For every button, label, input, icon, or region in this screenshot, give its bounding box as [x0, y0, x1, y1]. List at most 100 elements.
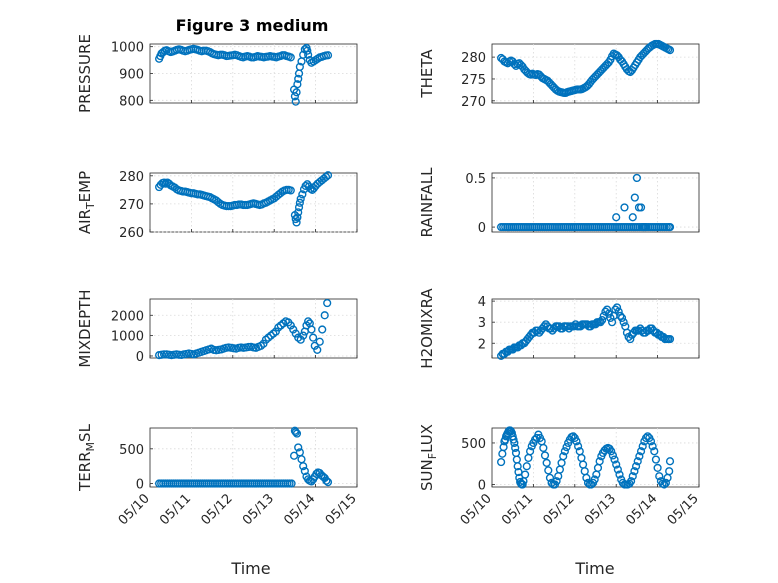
y-tick-label: 500: [461, 437, 486, 452]
x-tick-label: 05/11: [499, 491, 536, 528]
data-point: [646, 437, 656, 446]
data-point: [292, 218, 301, 227]
y-tick-label: 2: [478, 337, 486, 352]
data-point: [590, 475, 599, 484]
data-point: [294, 203, 304, 212]
x-tick-label: 05/12: [541, 491, 578, 528]
subplot-pressure: 800 900 1000 PRESSURE: [76, 34, 358, 113]
data-point: [294, 74, 303, 83]
data-point: [298, 190, 307, 199]
data-point: [614, 307, 623, 316]
data-point: [598, 315, 607, 325]
y-tick-label: 270: [461, 95, 486, 110]
data-point: [626, 334, 635, 344]
x-tick-label: 05/10: [116, 491, 153, 528]
data-point: [320, 311, 329, 320]
data-point: [321, 172, 331, 182]
data-point: [641, 222, 650, 232]
series-terr-msl: [155, 426, 333, 488]
y-tick-label: 3: [478, 316, 486, 331]
data-point: [651, 455, 661, 464]
subplot-mixdepth: 0 1000 2000 MIXDEPTH: [76, 289, 358, 368]
data-point: [296, 194, 305, 203]
data-point: [574, 442, 583, 451]
data-point: [559, 452, 568, 461]
data-point: [638, 442, 647, 451]
data-point: [628, 213, 637, 222]
data-point: [289, 325, 298, 334]
data-point: [287, 479, 296, 488]
subplot-air-temp: 260 270 280 AIRTEMP: [76, 170, 358, 241]
data-point: [648, 442, 657, 451]
data-point: [293, 213, 302, 222]
data-point: [595, 457, 604, 466]
x-tick-label: 05/15: [665, 491, 702, 528]
data-point: [636, 447, 646, 456]
data-point: [510, 438, 519, 448]
data-point: [636, 203, 646, 212]
data-point: [619, 318, 628, 327]
data-point: [295, 62, 304, 71]
data-point: [632, 173, 642, 183]
data-point: [518, 480, 527, 489]
data-point: [291, 329, 300, 338]
data-point: [303, 46, 312, 55]
data-point: [665, 457, 675, 466]
y-tick-label: 1000: [111, 330, 144, 345]
y-axis-label: H2OMIXRA: [418, 288, 436, 369]
data-point: [608, 451, 617, 460]
x-tick-label: 05/11: [157, 491, 194, 528]
subplot-terr-msl: 0 500 05/10 05/11 05/12 05/13 05/14 05/15 TERRMS…: [76, 423, 360, 528]
y-tick-label: 260: [119, 226, 144, 241]
data-point: [630, 467, 639, 476]
data-point: [612, 303, 622, 312]
data-point: [315, 337, 324, 346]
data-point: [617, 313, 627, 323]
x-tick-label: 05/10: [458, 491, 495, 528]
data-point: [655, 472, 664, 481]
data-point: [650, 447, 659, 456]
figure-title: Figure 3 medium: [176, 16, 329, 35]
series-mixdepth: [155, 298, 332, 360]
data-point: [616, 311, 625, 320]
subplot-rainfall: 0 0.5 RAINFALL: [418, 167, 700, 237]
data-point: [304, 50, 313, 59]
data-point: [323, 171, 333, 180]
y-axis-label: MIXDEPTH: [76, 289, 94, 367]
data-point: [533, 326, 542, 335]
data-point: [291, 97, 300, 106]
data-point: [635, 452, 644, 461]
x-axis-label-left: Time: [230, 559, 270, 578]
series-rainfall: [497, 173, 675, 232]
data-point: [604, 309, 613, 318]
data-point: [323, 478, 333, 487]
data-point: [628, 472, 637, 481]
x-tick-label: 05/12: [199, 491, 236, 528]
data-point: [497, 457, 506, 467]
data-point: [539, 443, 548, 453]
y-axis-label: AIRTEMP: [76, 171, 97, 234]
data-point: [286, 53, 295, 62]
data-point: [511, 443, 520, 453]
y-tick-label: 0: [136, 478, 144, 493]
data-point: [304, 317, 313, 326]
y-tick-label: 0: [136, 350, 144, 365]
y-axis-label: SUNFLUX: [418, 424, 439, 491]
subplot-h2omixra: 2 3 4 H2OMIXRA: [418, 288, 700, 369]
data-point: [626, 477, 636, 486]
data-point: [159, 350, 169, 359]
series-pressure: [155, 43, 333, 106]
y-tick-label: 500: [119, 443, 144, 458]
y-tick-label: 280: [461, 51, 486, 66]
y-tick-label: 1000: [111, 41, 144, 56]
data-point: [665, 46, 675, 55]
plot-area: [491, 298, 700, 359]
data-point: [660, 480, 669, 489]
data-point: [161, 179, 170, 188]
data-point: [299, 462, 308, 471]
data-point: [522, 462, 531, 471]
data-point: [323, 51, 333, 60]
y-axis-label: PRESSURE: [76, 34, 94, 113]
data-point: [259, 339, 268, 348]
data-point: [310, 341, 319, 350]
